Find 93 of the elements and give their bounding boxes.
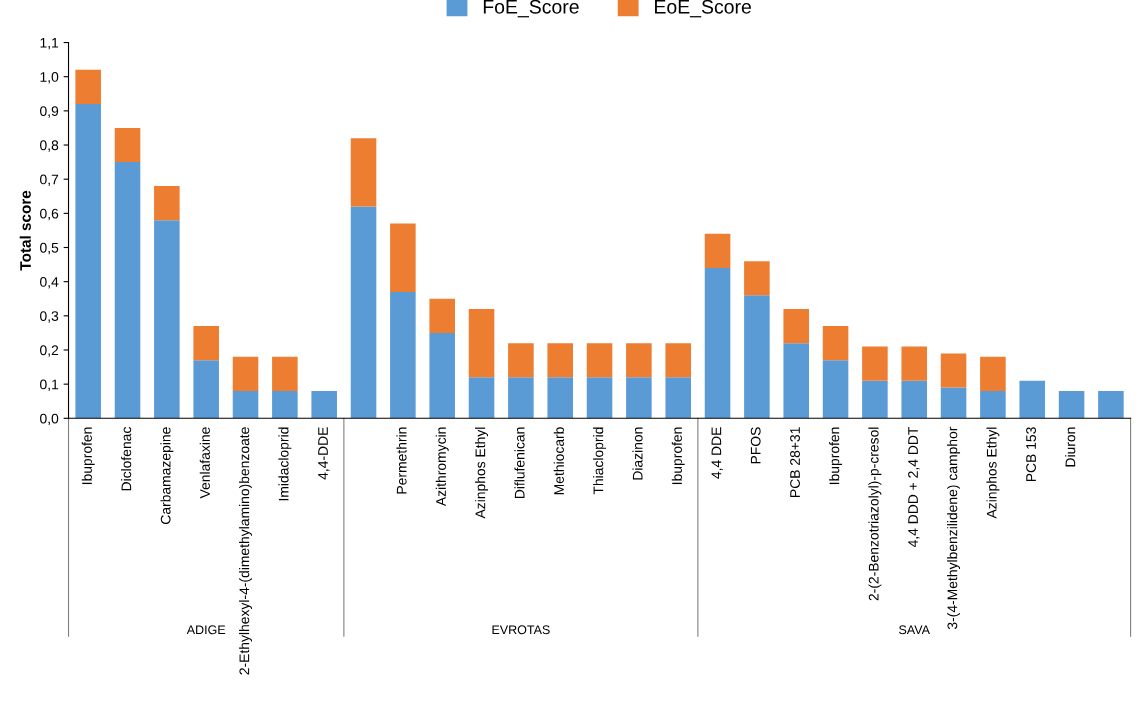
y-tick-label: 0,3 (40, 311, 59, 323)
bar (154, 220, 180, 419)
x-tick-label: Ibuprofen (671, 427, 685, 485)
y-tick-label: 0,0 (40, 413, 59, 426)
bar (114, 162, 141, 419)
bar (626, 377, 652, 419)
bar (901, 346, 928, 381)
y-tick-label: 0,7 (40, 174, 59, 186)
bar (783, 309, 810, 344)
bar (75, 104, 101, 419)
bar (586, 377, 613, 419)
y-tick-label: 0,4 (40, 277, 59, 289)
bar (1058, 390, 1085, 419)
y-tick-label: 0,2 (40, 345, 59, 357)
x-tick-label: 4,4-DDE (318, 427, 330, 480)
bar (193, 326, 219, 361)
bar (862, 346, 888, 381)
bar (744, 295, 770, 419)
x-tick-label: 4,4 DDE (711, 427, 723, 479)
x-tick-label: Imidacloprid (278, 427, 292, 501)
bar (311, 390, 337, 419)
bar (940, 387, 967, 419)
x-tick-label: Venlafaxine (199, 427, 210, 499)
bar (940, 353, 967, 388)
bar (350, 206, 377, 419)
x-tick-label: Diclofenac (121, 427, 132, 491)
bar (468, 377, 495, 419)
text: SAVA (899, 625, 930, 635)
bar (626, 343, 652, 378)
bar (468, 309, 495, 378)
x-tick-label: Thiacloprid (593, 427, 607, 495)
bar (390, 291, 416, 419)
x-tick-label: PCB 153 (1026, 427, 1036, 482)
bar (429, 332, 455, 419)
bar (272, 390, 298, 419)
x-tick-label: Carbamazepine (160, 427, 174, 524)
bar (1019, 380, 1046, 419)
x-tick-label: 3-(4-Methylbenzilidene) camphor (947, 426, 961, 630)
bar (704, 233, 731, 268)
bar (1098, 390, 1124, 419)
x-tick-label: Ibuprofen (829, 427, 843, 485)
x-tick-label: PFOS (750, 427, 761, 464)
y-axis-title: Total score (19, 190, 31, 271)
x-tick-label: Azithromycin (435, 427, 449, 507)
bar (547, 343, 573, 378)
y-tick-label: 1,1 (40, 38, 59, 50)
bar (75, 69, 101, 105)
x-tick-label: 4,4 DDD + 2,4 DDT (908, 426, 920, 548)
bar (350, 138, 377, 207)
bar (822, 360, 849, 419)
bar (508, 377, 534, 419)
x-tick-label: Diuron (1065, 427, 1076, 467)
x-tick-label: 2-Ethylhexyl-4-(dimethylamino)benzoate (239, 427, 252, 675)
bar (665, 377, 692, 419)
bar (390, 223, 416, 292)
y-tick-label: 0,5 (40, 242, 59, 255)
bar (862, 380, 888, 419)
x-tick-label: Diflufenican (514, 427, 525, 499)
x-tick-label: Diazinon (632, 427, 643, 480)
bar (429, 298, 455, 333)
bar (547, 377, 573, 419)
legend-label: FoE_Score (483, 0, 579, 18)
text: ADIGE (186, 625, 226, 635)
bar (193, 360, 219, 419)
x-tick-label: Azinphos Ethyl (475, 427, 489, 519)
x-tick-label: PCB 28+31 (790, 427, 800, 497)
bar (822, 326, 849, 361)
x-tick-label: Permethrin (396, 427, 407, 494)
bar (272, 356, 298, 391)
y-tick-label: 0,6 (40, 208, 59, 221)
x-tick-label: 2-(2-Benzotriazolyl)-p-cresol (868, 427, 882, 601)
x-tick-label: Ibuprofen (81, 427, 95, 485)
bar (901, 380, 928, 419)
bar (783, 343, 810, 419)
bar (704, 268, 731, 419)
bar (114, 127, 141, 163)
legend-label: EoE_Score (655, 0, 751, 18)
bar (154, 186, 180, 221)
y-tick-label: 0,1 (40, 379, 59, 391)
y-tick-label: 1,0 (40, 72, 59, 84)
text: EVROTAS (492, 625, 550, 635)
bar (980, 356, 1006, 391)
bar (508, 343, 534, 378)
x-tick-label: Methiocarb (553, 427, 564, 495)
bar (232, 356, 259, 391)
y-tick-label: 0,9 (40, 106, 59, 118)
bar (586, 343, 613, 378)
bar (744, 261, 770, 296)
y-tick-label: 0,8 (40, 140, 59, 152)
bar (232, 390, 259, 419)
x-tick-label: Azinphos Ethyl (986, 427, 1000, 519)
bar (980, 390, 1006, 419)
bar (665, 343, 692, 378)
